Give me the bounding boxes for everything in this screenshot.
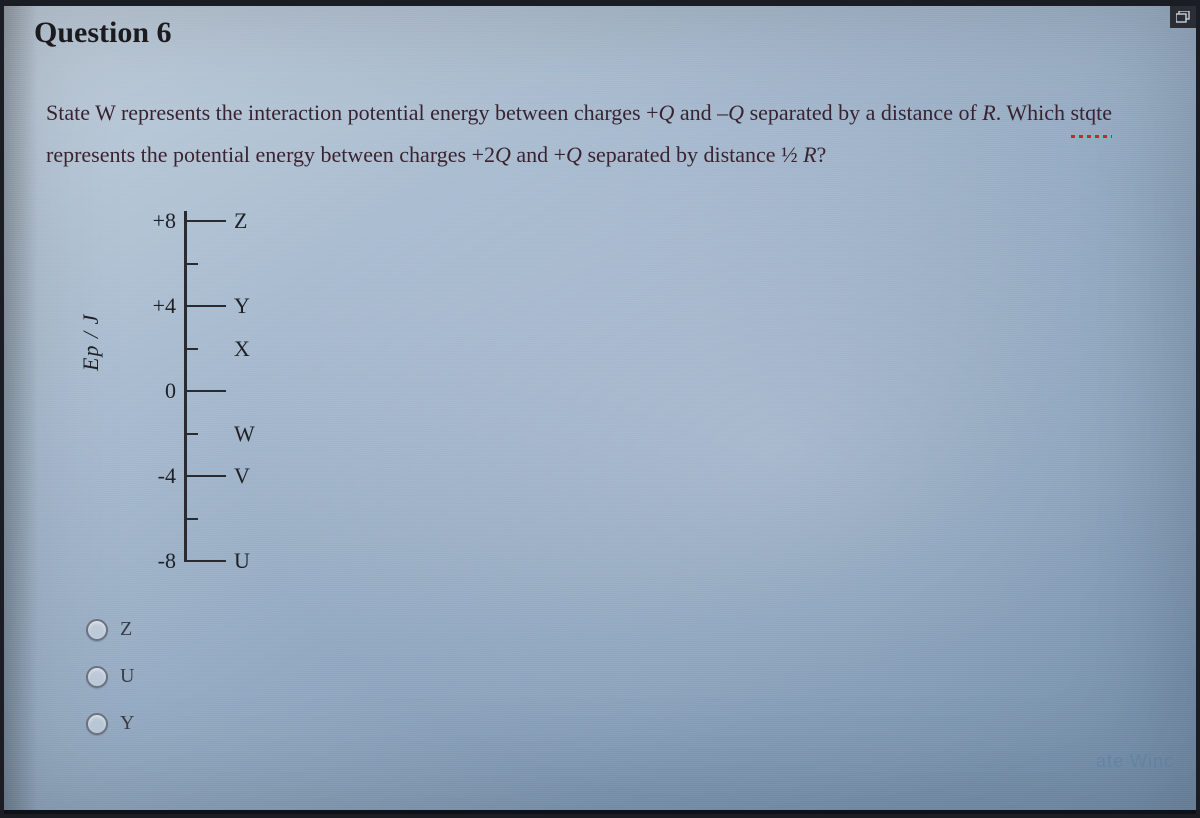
prompt-text: State W represents the interaction poten… — [46, 100, 659, 125]
option-y[interactable]: Y — [86, 712, 134, 735]
question-prompt: State W represents the interaction poten… — [46, 92, 1166, 176]
tick-label: +4 — [134, 293, 176, 319]
state-label-w: W — [234, 421, 255, 447]
tick-label: +8 — [134, 208, 176, 234]
radio-icon[interactable] — [86, 619, 108, 641]
prompt-text: . Which — [996, 100, 1071, 125]
var-q: Q — [659, 100, 675, 125]
tick-label: -4 — [134, 463, 176, 489]
var-r: R — [982, 100, 995, 125]
question-title: Question 6 — [34, 16, 172, 50]
left-shade — [4, 6, 38, 814]
tick-minor — [184, 433, 198, 435]
state-label-y: Y — [234, 293, 250, 319]
var-q: Q — [495, 142, 511, 167]
footer-bar — [4, 810, 1196, 814]
prompt-text: ? — [817, 142, 827, 167]
prompt-text: and + — [511, 142, 566, 167]
tick-major — [184, 560, 226, 562]
tick-minor — [184, 348, 198, 350]
option-label: U — [120, 665, 134, 688]
state-label-u: U — [234, 548, 250, 574]
restore-icon — [1176, 11, 1190, 23]
var-q: Q — [728, 100, 744, 125]
window-control-icon[interactable] — [1170, 6, 1196, 28]
state-label-v: V — [234, 463, 250, 489]
prompt-text: separated by distance ½ — [582, 142, 803, 167]
tick-label: 0 — [134, 378, 176, 404]
y-axis-label: Ep / J — [78, 314, 104, 371]
radio-icon[interactable] — [86, 713, 108, 735]
radio-icon[interactable] — [86, 666, 108, 688]
state-label-z: Z — [234, 208, 247, 234]
option-label: Y — [120, 712, 134, 735]
tick-label: -8 — [134, 548, 176, 574]
tick-major — [184, 220, 226, 222]
option-z[interactable]: Z — [86, 618, 134, 641]
typo-stqte: stqte — [1071, 92, 1113, 134]
state-label-x: X — [234, 336, 250, 362]
quiz-screen: Question 6 State W represents the intera… — [0, 0, 1200, 818]
tick-major — [184, 475, 226, 477]
tick-minor — [184, 518, 198, 520]
var-r: R — [803, 142, 816, 167]
var-q: Q — [566, 142, 582, 167]
energy-level-diagram: Ep / J +8+40-4-8ZYXWVU — [124, 201, 364, 571]
prompt-text: represents the potential energy between … — [46, 142, 495, 167]
option-label: Z — [120, 618, 132, 641]
tick-major — [184, 305, 226, 307]
prompt-text: and – — [674, 100, 728, 125]
watermark-text: ate Winc — [1096, 751, 1174, 772]
prompt-text: separated by a distance of — [744, 100, 982, 125]
tick-major — [184, 390, 226, 392]
answer-options: Z U Y — [86, 618, 134, 735]
option-u[interactable]: U — [86, 665, 134, 688]
tick-minor — [184, 263, 198, 265]
